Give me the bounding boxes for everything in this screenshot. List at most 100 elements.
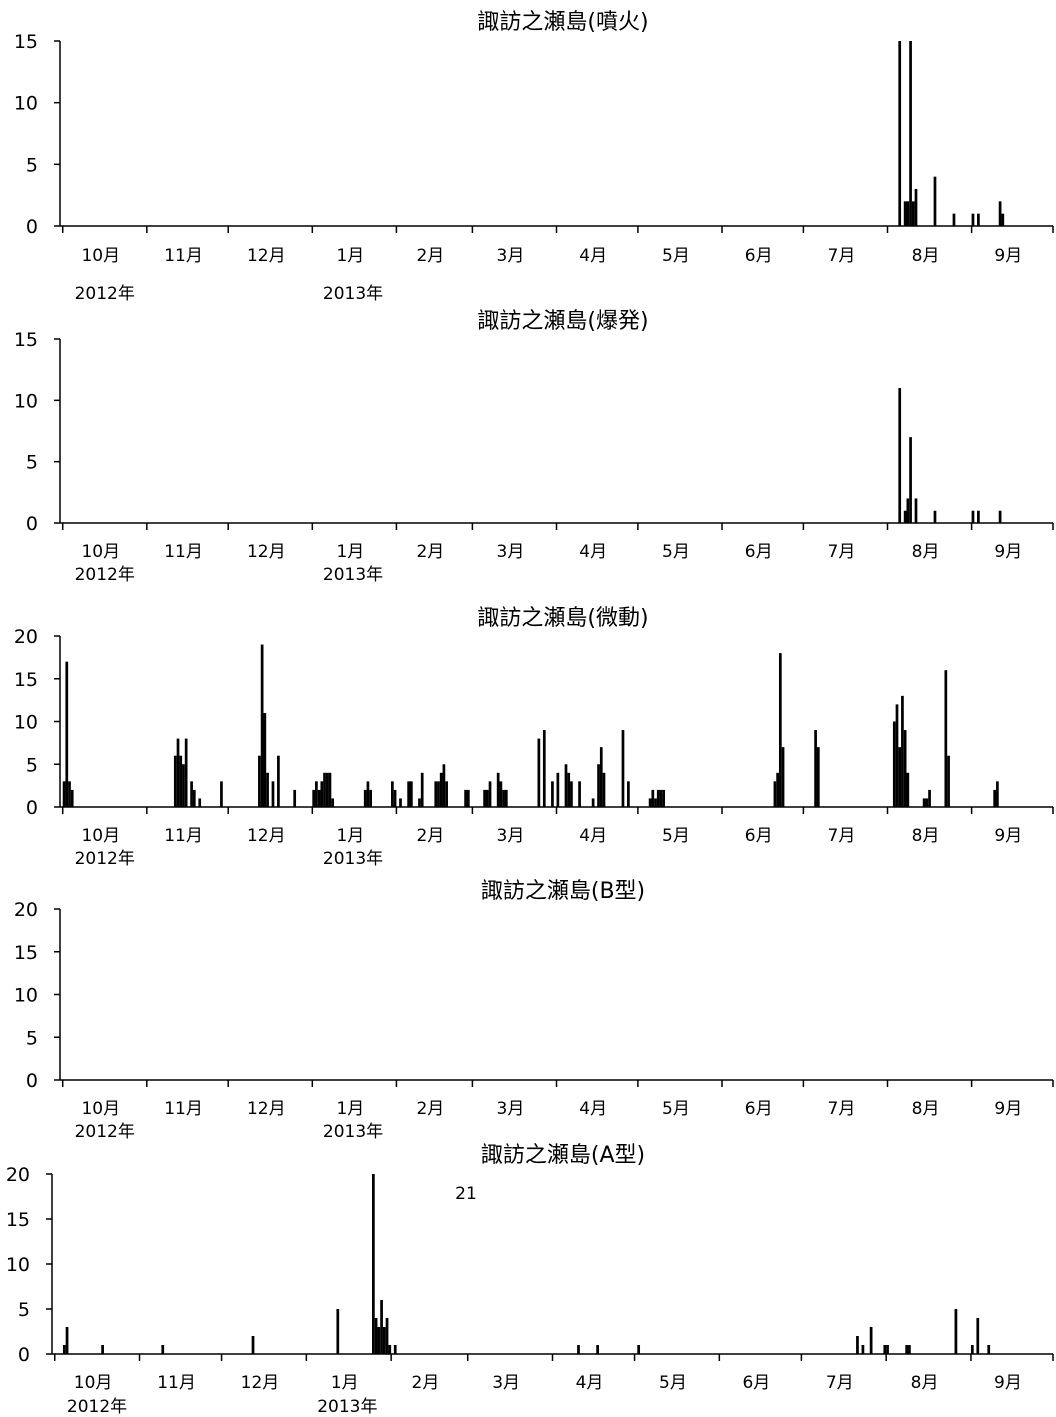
bar xyxy=(816,747,820,807)
year-label: 2013年 xyxy=(323,849,383,869)
y-tick-label: 15 xyxy=(6,1209,30,1231)
x-tick-label: 10月 xyxy=(81,1099,120,1119)
bar xyxy=(179,755,183,807)
bar xyxy=(173,755,177,807)
bar xyxy=(869,1327,873,1354)
bar xyxy=(504,789,508,807)
bar xyxy=(570,781,573,807)
bar xyxy=(317,789,321,807)
bar xyxy=(909,437,912,523)
x-tick-label: 6月 xyxy=(742,1373,770,1393)
bar xyxy=(320,781,324,807)
bar xyxy=(976,1318,980,1354)
bar xyxy=(258,755,261,807)
bar xyxy=(903,510,907,523)
x-tick-label: 4月 xyxy=(579,246,607,266)
bar xyxy=(380,1300,383,1354)
chart-panel-5: 諏訪之瀬島(A型) 0 5 10 15 20 10月 11月 12月 1月 2月 3月 4月 5月 6月 7月… xyxy=(6,1143,1054,1417)
chart-title: 諏訪之瀬島(微動) xyxy=(477,606,648,631)
bar xyxy=(933,510,937,523)
bar xyxy=(371,1174,375,1354)
bar xyxy=(886,1345,889,1354)
x-tick-label: 3月 xyxy=(497,1099,525,1119)
bar xyxy=(499,781,503,807)
x-tick-label: 2月 xyxy=(416,246,444,266)
bar xyxy=(315,781,318,807)
bar xyxy=(662,789,666,807)
bar xyxy=(906,498,910,523)
year-label: 2013年 xyxy=(323,565,383,585)
x-tick-label: 9月 xyxy=(994,826,1022,846)
bar xyxy=(637,1345,641,1354)
x-tick-label: 2月 xyxy=(416,826,444,846)
bar xyxy=(654,798,657,807)
y-tick-label: 5 xyxy=(26,154,38,176)
bar xyxy=(970,1345,974,1354)
bar xyxy=(65,1327,69,1354)
bar xyxy=(445,781,448,807)
y-tick-label: 10 xyxy=(14,390,38,412)
bar xyxy=(977,510,980,523)
x-tick-label: 5月 xyxy=(662,542,690,562)
x-tick-label: 12月 xyxy=(241,1373,280,1393)
bar xyxy=(883,1345,887,1354)
bar xyxy=(905,1345,909,1354)
x-tick-label: 5月 xyxy=(659,1373,687,1393)
bar xyxy=(418,798,421,807)
bar xyxy=(488,781,492,807)
chart-panel-3: 諏訪之瀬島(微動) 0 5 10 15 20 10月 11月 12月 1月 2月 3月 4月 5月 6月 7月… xyxy=(14,606,1054,869)
y-tick-label: 5 xyxy=(26,1027,38,1049)
bar xyxy=(260,644,264,807)
y-tick-label: 20 xyxy=(14,626,38,648)
y-tick-label: 10 xyxy=(14,93,38,115)
x-tick-label: 7月 xyxy=(828,826,856,846)
bar xyxy=(161,1345,165,1354)
x-tick-label: 11月 xyxy=(164,826,203,846)
bar xyxy=(925,798,929,807)
bar xyxy=(377,1327,381,1354)
x-tick-label: 1月 xyxy=(336,1099,364,1119)
x-tick-label: 11月 xyxy=(157,1373,196,1393)
bar xyxy=(933,176,937,226)
y-tick-label: 15 xyxy=(14,329,38,351)
bar xyxy=(971,213,975,226)
x-tick-label: 3月 xyxy=(492,1373,520,1393)
x-tick-label: 5月 xyxy=(662,246,690,266)
chart-panel-4: 諏訪之瀬島(B型) 0 5 10 15 20 10月 11月 12月 1月 2月 3月 4月 5月 6月 7月… xyxy=(14,879,1054,1142)
x-tick-label: 6月 xyxy=(745,542,773,562)
x-tick-label: 5月 xyxy=(662,826,690,846)
year-label: 2013年 xyxy=(317,1397,377,1417)
bar xyxy=(293,789,297,807)
chart-title: 諏訪之瀬島(噴火) xyxy=(477,10,648,35)
bar xyxy=(407,781,410,807)
bar xyxy=(369,789,373,807)
bar xyxy=(567,772,571,807)
year-label: 2012年 xyxy=(67,1397,127,1417)
bar xyxy=(556,772,560,807)
bar xyxy=(385,1318,389,1354)
bar xyxy=(537,738,541,807)
bar xyxy=(434,781,438,807)
bar xyxy=(382,1327,386,1354)
bar xyxy=(101,1345,104,1354)
bar xyxy=(578,781,581,807)
x-tick-label: 12月 xyxy=(247,246,286,266)
bar xyxy=(564,764,568,807)
bar xyxy=(906,201,910,226)
bar xyxy=(331,798,335,807)
bar xyxy=(577,1345,580,1354)
bar xyxy=(602,772,606,807)
bar xyxy=(464,789,467,807)
x-tick-label: 8月 xyxy=(912,826,940,846)
bar xyxy=(898,747,902,807)
bar xyxy=(496,772,500,807)
x-tick-label: 2月 xyxy=(416,542,444,562)
bar xyxy=(998,510,1002,523)
x-tick-label: 7月 xyxy=(828,1099,856,1119)
y-tick-label: 0 xyxy=(18,1344,30,1366)
bar xyxy=(597,764,600,807)
bar xyxy=(391,781,394,807)
bar xyxy=(928,789,931,807)
y-tick-label: 0 xyxy=(26,1070,38,1092)
